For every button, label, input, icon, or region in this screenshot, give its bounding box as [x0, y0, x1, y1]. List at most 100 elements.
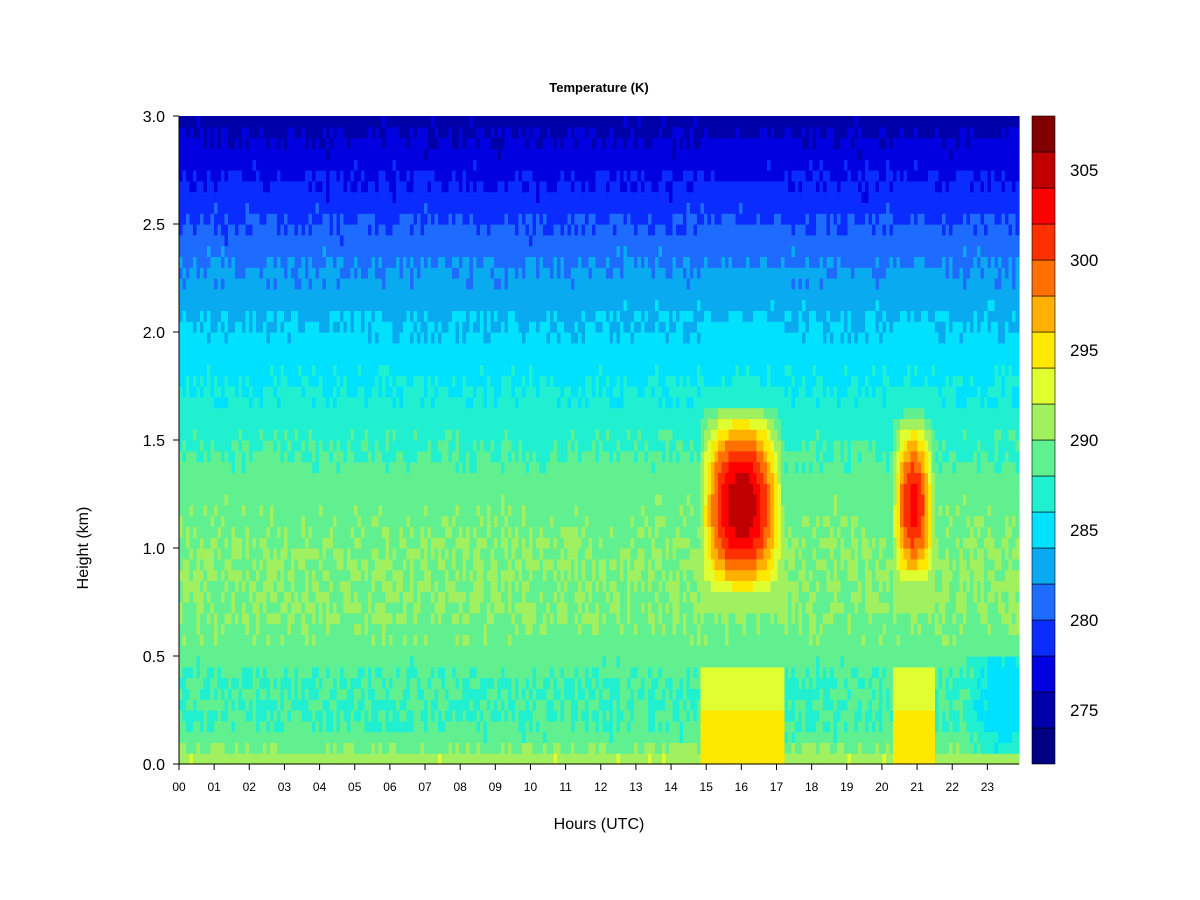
heatmap-cell — [448, 558, 453, 571]
heatmap-cell — [340, 299, 345, 311]
heatmap-cell — [403, 224, 408, 236]
heatmap-cell — [312, 688, 317, 700]
heatmap-cell — [350, 191, 355, 203]
heatmap-cell — [186, 504, 191, 517]
heatmap-cell — [378, 375, 383, 387]
heatmap-cell — [434, 720, 439, 733]
heatmap-cell — [315, 116, 320, 128]
heatmap-cell — [392, 342, 397, 355]
heatmap-cell — [329, 612, 334, 625]
heatmap-cell — [452, 580, 457, 592]
heatmap-cell — [270, 569, 275, 581]
heatmap-cell — [368, 191, 373, 203]
heatmap-cell — [333, 375, 338, 387]
heatmap-cell — [410, 548, 415, 560]
heatmap-cell — [445, 213, 450, 225]
heatmap-cell — [277, 720, 282, 733]
heatmap-cell — [434, 375, 439, 387]
heatmap-cell — [189, 720, 194, 733]
heatmap-cell — [263, 461, 268, 473]
heatmap-cell — [462, 288, 467, 301]
heatmap-cell — [445, 137, 450, 149]
heatmap-cell — [308, 753, 313, 765]
heatmap-cell — [308, 602, 313, 614]
heatmap-cell — [378, 742, 383, 754]
heatmap-cell — [298, 548, 303, 560]
heatmap-cell — [207, 429, 212, 441]
heatmap-cell — [431, 742, 436, 754]
heatmap-cell — [431, 332, 436, 344]
heatmap-cell — [280, 526, 285, 538]
heatmap-cell — [221, 310, 226, 322]
heatmap-cell — [322, 677, 327, 689]
heatmap-cell — [228, 386, 233, 398]
heatmap-cell — [329, 548, 334, 560]
heatmap-cell — [385, 353, 390, 365]
heatmap-cell — [322, 634, 327, 646]
heatmap-cell — [277, 126, 282, 139]
heatmap-cell — [280, 234, 285, 247]
heatmap-cell — [399, 364, 404, 376]
heatmap-cell — [329, 191, 334, 203]
heatmap-cell — [207, 353, 212, 365]
heatmap-cell — [298, 299, 303, 311]
heatmap-cell — [392, 332, 397, 344]
heatmap-cell — [210, 224, 215, 236]
heatmap-cell — [424, 310, 429, 322]
heatmap-cell — [434, 537, 439, 549]
heatmap-cell — [357, 602, 362, 614]
heatmap-cell — [294, 418, 299, 430]
heatmap-cell — [270, 634, 275, 646]
heatmap-cell — [455, 558, 460, 571]
heatmap-cell — [459, 742, 464, 754]
heatmap-cell — [270, 720, 275, 733]
heatmap-cell — [319, 666, 324, 679]
heatmap-cell — [420, 126, 425, 139]
heatmap-cell — [410, 558, 415, 571]
heatmap-cell — [455, 191, 460, 203]
heatmap-cell — [277, 472, 282, 484]
heatmap-cell — [266, 720, 271, 733]
heatmap-cell — [410, 688, 415, 700]
heatmap-cell — [186, 148, 191, 160]
heatmap-cell — [221, 731, 226, 743]
heatmap-cell — [210, 742, 215, 754]
heatmap-cell — [347, 224, 352, 236]
heatmap-cell — [462, 396, 467, 409]
heatmap-cell — [354, 180, 359, 193]
heatmap-cell — [193, 472, 198, 484]
heatmap-cell — [224, 213, 229, 225]
heatmap-cell — [252, 137, 257, 149]
heatmap-cell — [217, 710, 222, 722]
heatmap-cell — [182, 213, 187, 225]
heatmap-cell — [413, 580, 418, 592]
heatmap-cell — [228, 429, 233, 441]
heatmap-cell — [284, 321, 289, 333]
heatmap-cell — [263, 396, 268, 409]
heatmap-cell — [357, 278, 362, 290]
heatmap-cell — [245, 159, 250, 171]
heatmap-cell — [368, 353, 373, 365]
heatmap-cell — [319, 310, 324, 322]
heatmap-cell — [322, 602, 327, 614]
heatmap-cell — [287, 213, 292, 225]
heatmap-cell — [413, 494, 418, 506]
heatmap-cell — [238, 116, 243, 128]
heatmap-cell — [179, 407, 184, 419]
heatmap-cell — [333, 580, 338, 592]
heatmap-cell — [179, 537, 184, 549]
heatmap-cell — [242, 580, 247, 592]
heatmap-cell — [214, 353, 219, 365]
heatmap-cell — [392, 731, 397, 743]
heatmap-cell — [459, 720, 464, 733]
heatmap-cell — [438, 645, 443, 657]
heatmap-cell — [326, 159, 331, 171]
heatmap-cell — [210, 612, 215, 625]
heatmap-cell — [319, 126, 324, 139]
heatmap-cell — [357, 418, 362, 430]
heatmap-cell — [469, 612, 474, 625]
heatmap-cell — [445, 202, 450, 214]
heatmap-cell — [396, 170, 401, 182]
heatmap-cell — [392, 288, 397, 301]
heatmap-cell — [462, 656, 467, 668]
